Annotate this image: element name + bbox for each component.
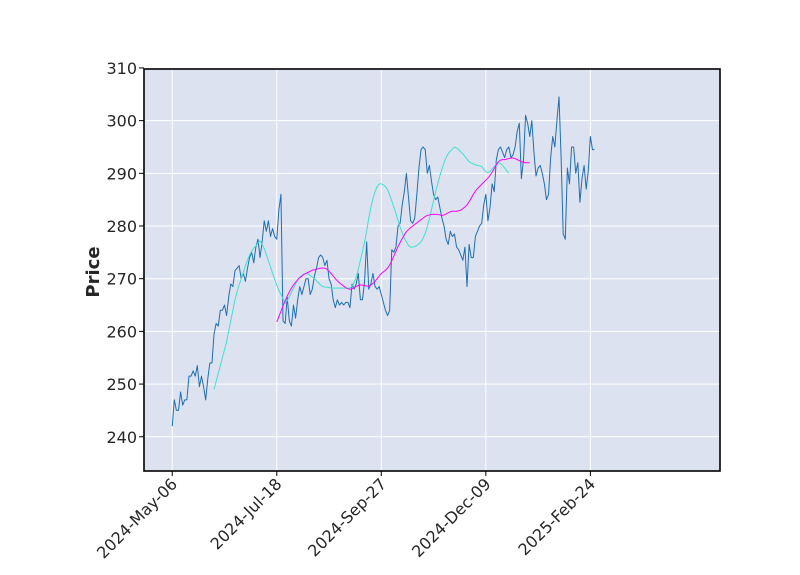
series-line-ma_long — [276, 157, 530, 323]
y-tick-label-3: 270 — [106, 270, 137, 289]
y-axis: 240 250 260 270 280 290 300 310 — [106, 59, 144, 447]
plot-frame — [143, 68, 721, 472]
x-tick-label-1: 2024-Jul-18 — [207, 474, 286, 553]
x-tick-label-2: 2024-Sep-27 — [304, 474, 390, 560]
y-axis-label: Price — [83, 246, 104, 297]
x-axis: 2024-May-06 2024-Jul-18 2024-Sep-27 2024-De… — [93, 471, 599, 562]
x-tick-label-4: 2025-Feb-24 — [514, 474, 599, 559]
y-tick-label-0: 240 — [106, 428, 137, 447]
y-tick-label-7: 310 — [106, 59, 137, 78]
plot-background — [144, 69, 720, 471]
y-tick-label-6: 300 — [106, 112, 137, 131]
x-tick-label-3: 2024-Dec-09 — [408, 474, 495, 561]
y-tick-label-4: 280 — [106, 217, 137, 236]
grid-lines — [144, 67, 720, 471]
y-tick-label-1: 250 — [106, 375, 137, 394]
series-line-ma_short — [213, 146, 510, 390]
series-layer — [171, 96, 595, 427]
y-tick-label-2: 260 — [106, 322, 137, 341]
x-tick-label-0: 2024-May-06 — [93, 474, 181, 562]
y-tick-label-5: 290 — [106, 164, 137, 183]
